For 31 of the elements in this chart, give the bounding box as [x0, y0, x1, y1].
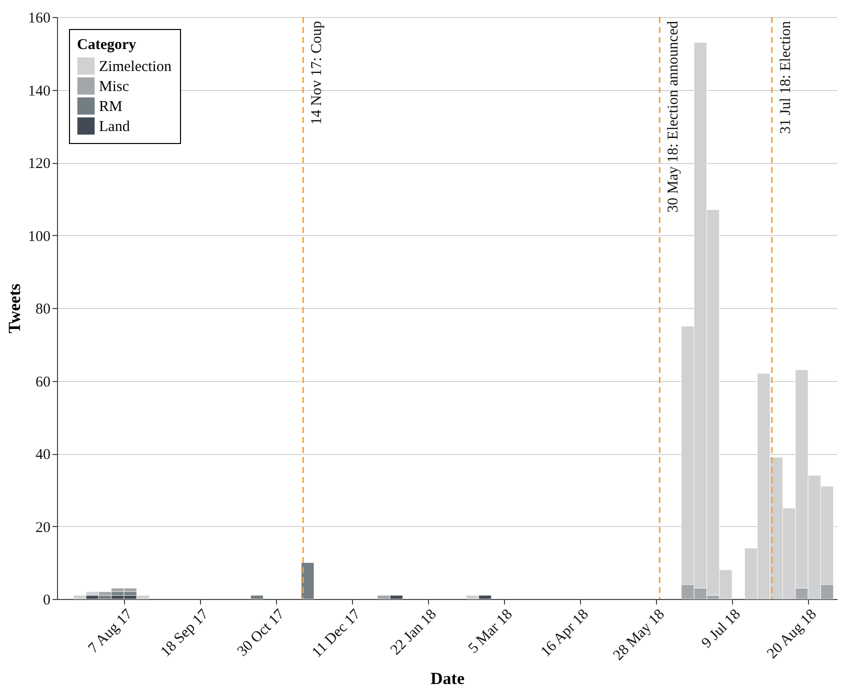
y-axis-title: Tweets	[5, 283, 24, 334]
y-tick-label: 60	[36, 374, 50, 390]
bar	[250, 595, 264, 600]
bar	[301, 562, 314, 600]
ref-line-label: 31 Jul 18: Election	[778, 20, 794, 134]
legend-label: Misc	[99, 79, 130, 95]
y-tick-label: 40	[36, 447, 50, 463]
y-tick-label: 0	[43, 592, 50, 608]
y-tick-label: 100	[28, 228, 50, 245]
x-tick-label: 16 Apr 18	[538, 606, 592, 660]
x-tick-label: 20 Aug 18	[764, 606, 820, 662]
x-tick-label: 9 Jul 18	[698, 606, 744, 652]
x-tick-label: 5 Mar 18	[466, 606, 516, 657]
y-tick-label: 140	[28, 83, 50, 100]
ref-line-label: 30 May 18: Election announced	[666, 20, 682, 213]
y-tick-label: 80	[36, 302, 50, 318]
legend-label: RM	[99, 99, 122, 115]
x-tick-label: 11 Dec 17	[309, 606, 364, 662]
ref-line-label: 14 Nov 17: Coup	[309, 21, 326, 125]
y-tick-label: 160	[28, 10, 50, 26]
x-tick-label: 22 Jan 18	[388, 606, 440, 658]
x-tick-label: 7 Aug 17	[86, 606, 136, 657]
x-axis-title: Date	[430, 669, 465, 688]
legend-label: Zimelection	[99, 59, 172, 75]
legend-label: Land	[99, 119, 130, 135]
legend-title: Category	[77, 37, 137, 53]
x-tick-label: 18 Sep 17	[158, 606, 212, 660]
x-tick-label: 28 May 18	[610, 606, 668, 664]
x-tick-label: 30 Oct 17	[234, 606, 288, 660]
y-tick-label: 120	[28, 156, 50, 172]
y-tick-label: 20	[36, 520, 50, 536]
